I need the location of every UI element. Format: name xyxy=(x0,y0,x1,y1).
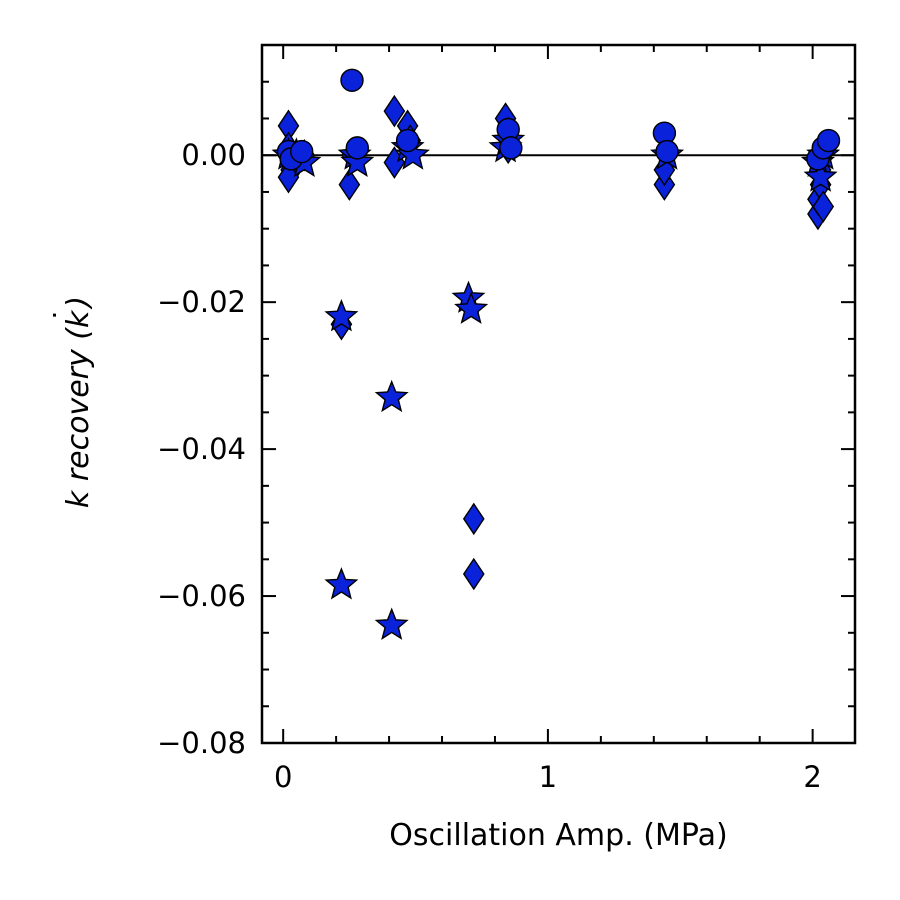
y-label-kdot: k xyxy=(61,309,96,328)
circle-marker xyxy=(395,128,420,153)
y-tick-label: −0.08 xyxy=(157,726,246,760)
star-marker xyxy=(324,567,359,600)
plot-frame xyxy=(260,43,857,745)
y-tick-label: −0.04 xyxy=(157,432,246,466)
y-tick-labels: −0.08 −0.06 −0.04 −0.02 0.00 xyxy=(157,138,246,760)
star-marker xyxy=(454,291,489,324)
diamond-marker xyxy=(338,168,361,201)
y-label-word: recovery ( xyxy=(61,327,96,491)
star-marker xyxy=(374,607,409,640)
diamond-marker xyxy=(462,502,485,536)
diamond-marker xyxy=(462,557,485,591)
data-markers xyxy=(271,68,841,640)
star-marker xyxy=(803,159,838,192)
y-tick-label: −0.06 xyxy=(157,579,246,613)
y-axis-label: k recovery (k˙) xyxy=(49,296,96,508)
circle-marker xyxy=(345,136,370,160)
y-label-k: k xyxy=(61,489,96,508)
x-tick-label: 2 xyxy=(803,760,821,794)
x-tick-label: 1 xyxy=(539,760,557,794)
circle-marker xyxy=(816,128,841,153)
x-tick-labels: 0 1 2 xyxy=(274,760,822,794)
star-marker xyxy=(324,299,359,332)
x-tick-label: 0 xyxy=(274,760,292,794)
y-tick-label: 0.00 xyxy=(181,138,246,172)
y-tick-label: −0.02 xyxy=(157,285,246,319)
diamond-marker xyxy=(812,190,835,223)
diamond-marker xyxy=(383,94,406,128)
x-axis-label: Oscillation Amp. (MPa) xyxy=(389,818,727,853)
circle-marker xyxy=(340,68,364,92)
y-label-dot: ˙ xyxy=(49,308,84,323)
star-marker xyxy=(340,144,375,178)
star-marker xyxy=(374,379,409,413)
circle-marker xyxy=(655,139,679,164)
y-label-close: ) xyxy=(61,296,96,310)
circle-marker xyxy=(499,136,523,160)
circle-marker xyxy=(290,139,314,164)
